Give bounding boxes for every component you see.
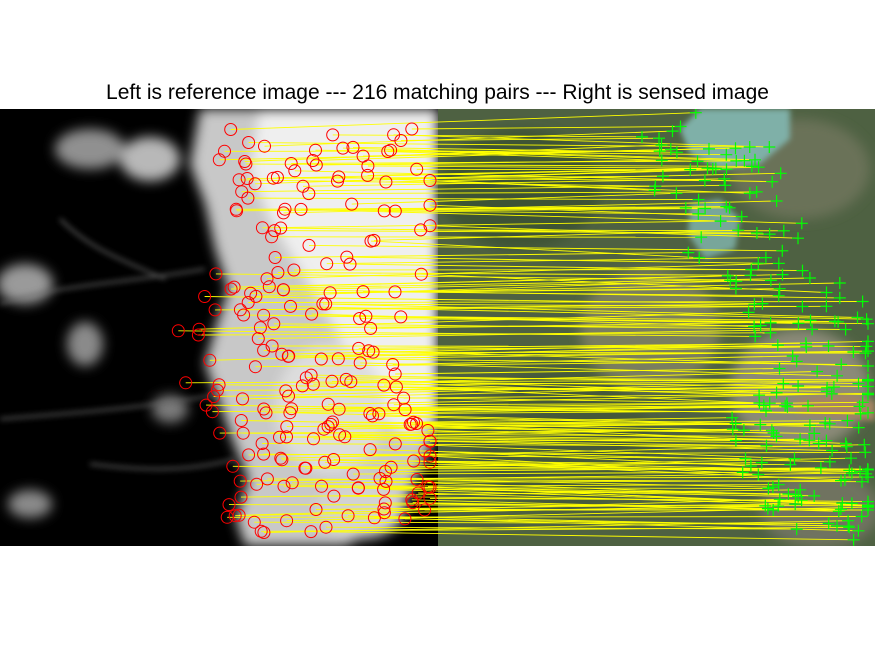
reference-bright-patch — [8, 490, 52, 518]
reference-bright-patch — [152, 395, 188, 423]
reference-bright-patch — [67, 322, 103, 366]
reference-bright-patch — [120, 137, 180, 181]
match-line — [294, 270, 751, 271]
figure-title: Left is reference image --- 216 matching… — [0, 79, 875, 107]
reference-bright-patch — [55, 129, 125, 169]
match-figure — [0, 109, 875, 546]
